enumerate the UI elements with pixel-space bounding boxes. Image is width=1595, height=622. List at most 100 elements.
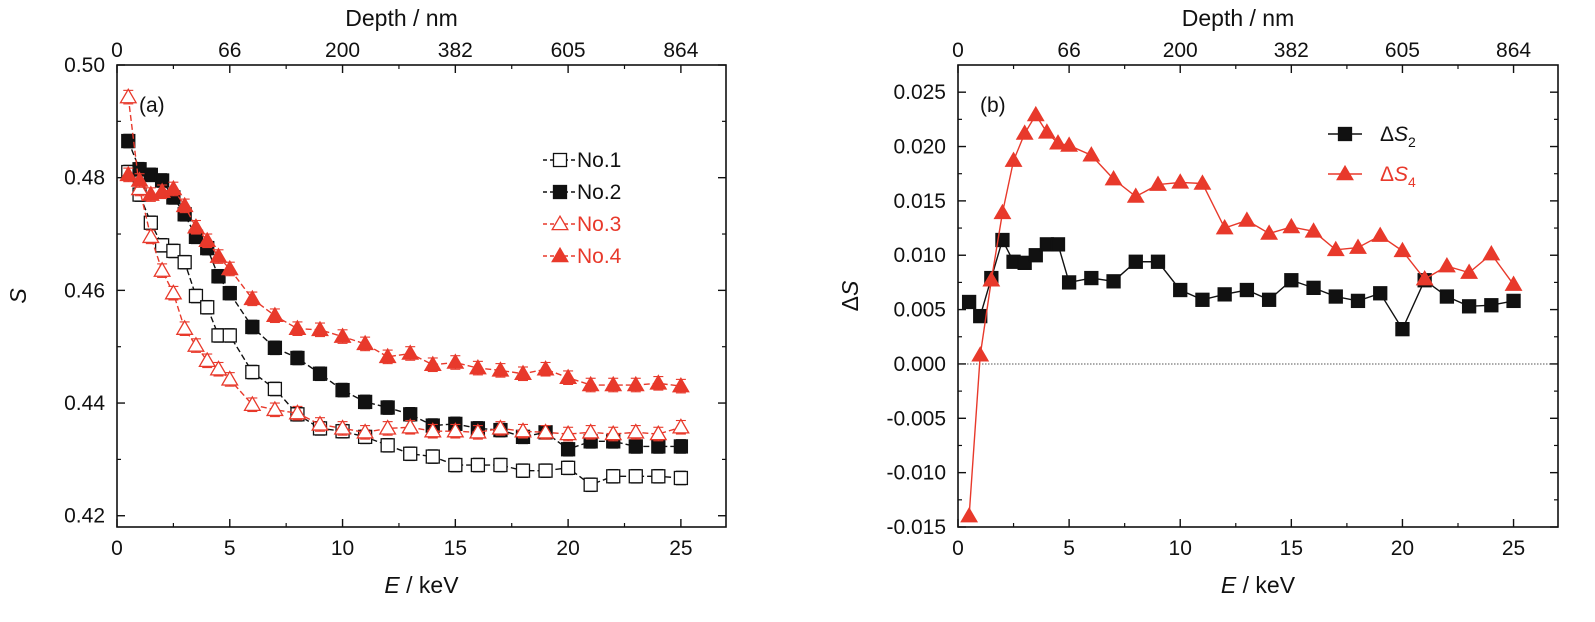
legend-entry-1: No.1 (543, 149, 621, 172)
data-point (1284, 273, 1299, 288)
data-point (536, 360, 555, 376)
data-point (1015, 124, 1034, 140)
legend-label: No.3 (577, 213, 621, 236)
data-point (222, 286, 237, 301)
top-tick-label: 382 (1274, 39, 1309, 62)
data-point (187, 336, 205, 352)
data-point (673, 470, 689, 486)
data-point (1049, 134, 1067, 150)
data-point (164, 179, 183, 196)
y-tick-label: 0.48 (64, 167, 105, 190)
data-point (265, 400, 284, 417)
legend-label: No.2 (577, 181, 621, 204)
data-point (628, 469, 643, 484)
x-axis-title: E / keV (1221, 572, 1296, 598)
data-point (401, 344, 420, 360)
data-point (1371, 226, 1390, 242)
data-point (1217, 287, 1232, 302)
data-point (1282, 217, 1301, 234)
data-point (1193, 174, 1212, 190)
top-tick-label: 0 (111, 39, 123, 62)
data-point (1082, 146, 1101, 162)
data-point (357, 394, 373, 410)
data-point (220, 370, 239, 386)
data-point (1395, 322, 1410, 337)
y-axis-title: S (5, 288, 31, 304)
data-point (606, 469, 621, 484)
x-tick-label: 5 (1063, 537, 1075, 560)
legend-entry-2: No.2 (543, 181, 621, 204)
y-tick-label: 0.000 (893, 353, 946, 376)
data-point (1173, 282, 1188, 298)
data-point (1437, 257, 1456, 273)
data-point (448, 457, 463, 473)
data-point (1126, 187, 1145, 203)
legend-marker (1336, 164, 1354, 181)
data-point (961, 294, 977, 310)
x-tick-label: 0 (952, 537, 964, 560)
data-point (243, 395, 262, 412)
legend-marker (551, 214, 569, 231)
x-tick-label: 10 (331, 537, 354, 560)
data-point (378, 347, 397, 364)
data-point (290, 350, 305, 366)
data-point (446, 422, 465, 438)
data-point (119, 165, 138, 182)
data-point (175, 196, 194, 213)
top-axis-title: Depth / nm (345, 5, 458, 31)
data-point (491, 361, 510, 377)
legend-label: ΔS2 (1380, 123, 1416, 150)
data-point (493, 457, 508, 473)
data-point (1171, 173, 1190, 189)
top-tick-label: 200 (1163, 39, 1198, 62)
legend-marker (552, 152, 568, 168)
data-point (1393, 241, 1412, 258)
data-point (536, 423, 555, 439)
data-point (222, 328, 237, 343)
y-tick-label: 0.015 (893, 190, 946, 213)
data-point (1150, 254, 1166, 269)
data-point (446, 353, 465, 369)
top-tick-label: 382 (438, 39, 473, 62)
x-tick-label: 0 (111, 537, 123, 560)
data-point (1026, 105, 1045, 122)
data-point (604, 375, 623, 392)
y-axis-title: ΔS (837, 280, 863, 311)
x-axis-title-symbol: E (1221, 572, 1237, 598)
y-tick-label: 0.010 (893, 244, 946, 267)
series-4 (119, 165, 690, 394)
plot-frame (116, 64, 727, 528)
data-point (604, 424, 623, 441)
y-tick-label: 0.46 (64, 279, 105, 302)
top-tick-label: 0 (952, 39, 964, 62)
data-point (356, 334, 375, 351)
legend-marker (551, 246, 569, 263)
data-point (1215, 218, 1234, 235)
legend-label-symbol: S (1394, 163, 1408, 186)
y-tick-label: -0.005 (886, 407, 946, 430)
data-point (559, 368, 578, 384)
data-point (1461, 299, 1477, 314)
data-point (198, 351, 217, 368)
series-2 (960, 105, 1523, 523)
data-point (153, 261, 172, 277)
top-tick-label: 864 (663, 39, 698, 62)
data-point (188, 288, 204, 304)
legend-entry-4: No.4 (543, 245, 622, 268)
data-point (220, 259, 239, 276)
data-point (166, 243, 181, 259)
panel-label: (b) (980, 94, 1006, 117)
top-tick-label: 605 (551, 39, 586, 62)
data-point (1506, 293, 1521, 309)
data-point (581, 375, 600, 392)
data-point (583, 477, 598, 492)
data-point (1504, 275, 1523, 291)
top-tick-label: 66 (1057, 39, 1080, 62)
data-point (130, 171, 149, 187)
top-tick-label: 66 (218, 39, 241, 62)
data-point (164, 284, 183, 300)
data-point (1439, 289, 1455, 304)
y-tick-label: 0.42 (64, 505, 105, 528)
data-point (243, 289, 262, 306)
data-point (267, 340, 283, 355)
